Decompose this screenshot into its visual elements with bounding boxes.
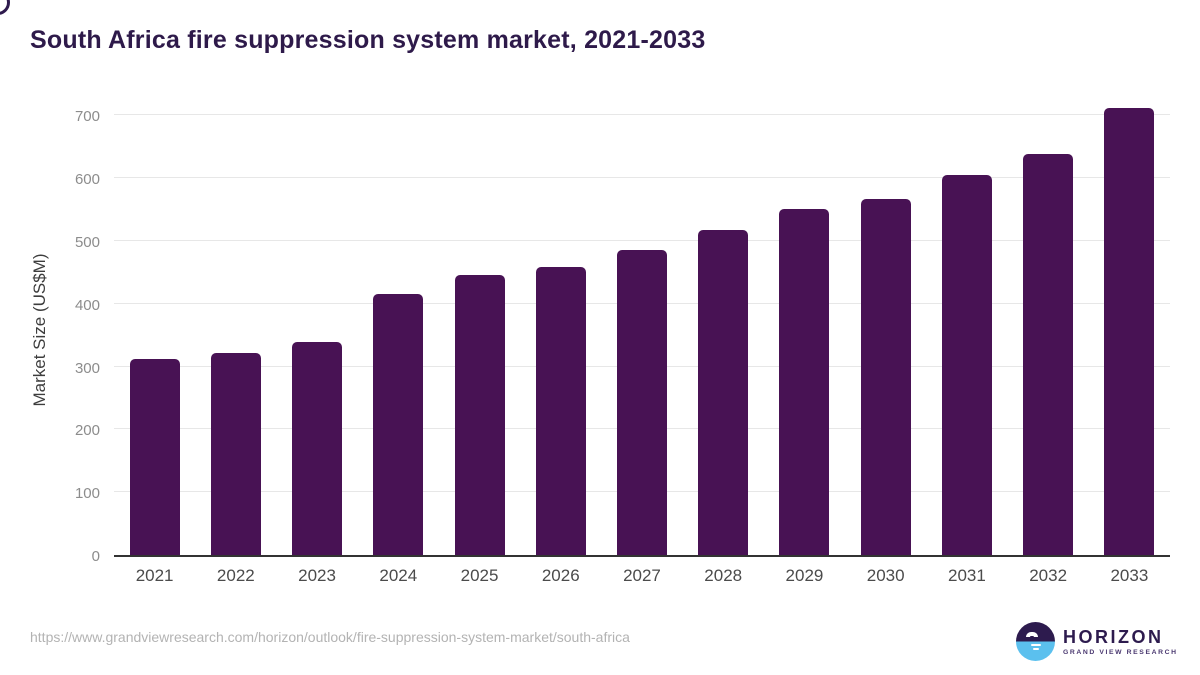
bar-2030: [860, 198, 911, 555]
bar-2027: [617, 250, 667, 555]
y-axis-tick-label: 600: [74, 171, 100, 189]
bar-2031: [941, 174, 992, 555]
bar-2029: [779, 209, 830, 555]
x-axis-tick-label: 2021: [135, 566, 174, 585]
gridline: [114, 114, 1170, 116]
x-axis-tick-label: 2022: [216, 566, 255, 585]
logo-text: HORIZON GRAND VIEW RESEARCH: [1063, 626, 1178, 656]
horizon-sun-icon: [1016, 622, 1055, 661]
y-axis-tick-label: 100: [74, 485, 100, 503]
x-axis-tick-label: 2023: [298, 566, 336, 585]
bar-2022: [210, 352, 261, 555]
x-axis-tick-label: 2029: [785, 566, 824, 585]
logo-brand-text: HORIZON: [1063, 626, 1164, 647]
plot-area: [114, 104, 1170, 557]
y-axis-tick-label: 0: [91, 548, 100, 565]
bar-2024: [373, 294, 424, 555]
x-axis-tick-label: 2032: [1029, 566, 1068, 585]
y-axis-tick-label: 700: [74, 108, 100, 126]
y-axis-tick-labels: 0 100 200 300 400 500 600 700: [0, 104, 100, 565]
corner-decoration: [0, 0, 10, 15]
bar-2033: [1104, 107, 1155, 555]
x-axis-tick-label: 2028: [704, 566, 743, 585]
x-axis-tick-label: 2024: [379, 566, 418, 585]
bar-2028: [698, 230, 749, 555]
sun-reflection-line: [1032, 648, 1039, 651]
x-axis-tick-label: 2027: [623, 566, 661, 585]
gridline: [114, 239, 1170, 241]
y-axis-tick-label: 500: [74, 233, 100, 251]
y-axis-tick-label: 400: [74, 296, 100, 314]
x-axis-tick-labels: 2021 2022 2023 2024 2025 2026 2027 2028 2029 2030…: [114, 566, 1170, 592]
sun-reflection-line: [1030, 643, 1041, 647]
bar-2032: [1023, 153, 1074, 555]
logo-subbrand-text: GRAND VIEW RESEARCH: [1063, 648, 1178, 656]
bar-2026: [535, 267, 586, 555]
bar-2023: [292, 342, 343, 555]
sun-arch-shape: [1025, 631, 1038, 637]
x-axis-tick-label: 2030: [866, 566, 905, 585]
bar-2021: [129, 358, 180, 555]
y-axis-tick-label: 300: [74, 359, 100, 377]
chart-title: South Africa fire suppression system mar…: [30, 26, 706, 54]
source-url: https://www.grandviewresearch.com/horizo…: [30, 629, 630, 645]
horizon-logo: HORIZON GRAND VIEW RESEARCH: [1016, 622, 1178, 661]
x-axis-tick-label: 2025: [460, 566, 499, 585]
y-axis-tick-label: 200: [74, 422, 100, 440]
bar-2025: [454, 274, 505, 555]
x-axis-tick-label: 2033: [1110, 566, 1149, 585]
gridline: [114, 177, 1170, 179]
x-axis-tick-label: 2026: [541, 566, 580, 585]
x-axis-tick-label: 2031: [947, 566, 986, 585]
